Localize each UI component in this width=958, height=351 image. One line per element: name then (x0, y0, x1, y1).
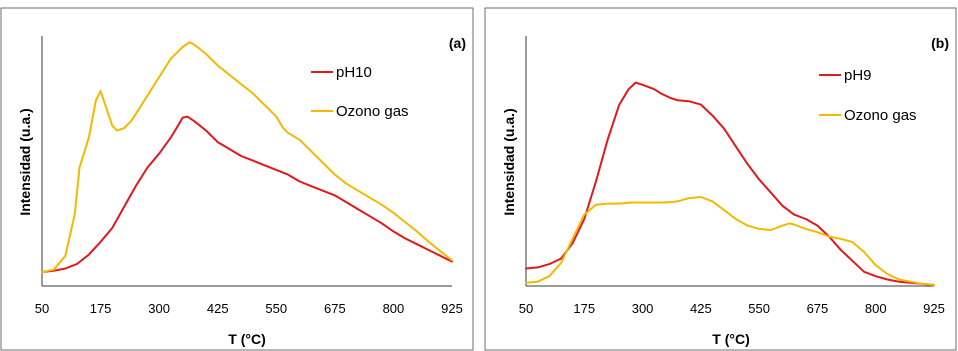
panel-b-series-line-1 (525, 196, 935, 286)
panel-a-x-tick-550: 550 (265, 301, 287, 316)
panel-a-legend-label-0: pH10 (336, 64, 372, 81)
panel-a-x-tick-50: 50 (35, 301, 49, 316)
panel-b-label: (b) (931, 35, 949, 51)
panel-a-frame (0, 7, 474, 351)
panel-a-series-line-0 (41, 115, 453, 273)
panel-b-x-tick-675: 675 (807, 301, 829, 316)
panel-b-x-tick-300: 300 (632, 301, 654, 316)
panel-a-legend-label-1: Ozono gas (336, 103, 409, 120)
panel-b-y-axis-title: Intensidad (u.a.) (501, 108, 517, 215)
panel-a-x-tick-175: 175 (90, 301, 112, 316)
panel-b-legend-label-0: pH9 (844, 67, 872, 84)
panel-b-legend-label-1: Ozono gas (844, 107, 917, 124)
chart-panel-a: 50 175 300 425 550 675 800 925 (a) T (°C) Inten… (0, 7, 474, 351)
panel-b-x-tick-425: 425 (690, 301, 712, 316)
chart-panel-b: 50 175 300 425 550 675 800 925 (b) T (°C) Inten… (484, 7, 957, 351)
panel-a-series-line-1 (41, 41, 453, 273)
panel-b-frame (484, 7, 957, 351)
panel-b-x-tick-175: 175 (573, 301, 595, 316)
panel-a-x-tick-800: 800 (383, 301, 405, 316)
panel-b-x-axis-title: T (°C) (712, 331, 749, 347)
panel-b-series (525, 81, 935, 286)
panel-a-y-axis-title: Intensidad (u.a.) (17, 108, 33, 215)
panel-b-series-line-0 (525, 81, 935, 286)
panel-a-x-tick-labels: 50 175 300 425 550 675 800 925 (35, 301, 463, 316)
panel-b-legend: pH9 Ozono gas (819, 67, 917, 124)
panel-b-x-tick-550: 550 (748, 301, 770, 316)
panel-a-x-tick-300: 300 (148, 301, 170, 316)
panel-a-x-axis-title: T (°C) (228, 331, 265, 347)
panel-a-x-tick-425: 425 (207, 301, 229, 316)
panel-b-x-tick-925: 925 (923, 301, 945, 316)
panel-b-x-tick-50: 50 (519, 301, 533, 316)
panel-b-x-tick-800: 800 (865, 301, 887, 316)
panel-a-legend: pH10 Ozono gas (311, 64, 409, 120)
panel-a-series (41, 41, 453, 273)
panel-b-x-tick-labels: 50 175 300 425 550 675 800 925 (519, 301, 945, 316)
panel-a-label: (a) (449, 35, 466, 51)
panel-a-x-tick-675: 675 (324, 301, 346, 316)
panel-a-x-tick-925: 925 (441, 301, 463, 316)
